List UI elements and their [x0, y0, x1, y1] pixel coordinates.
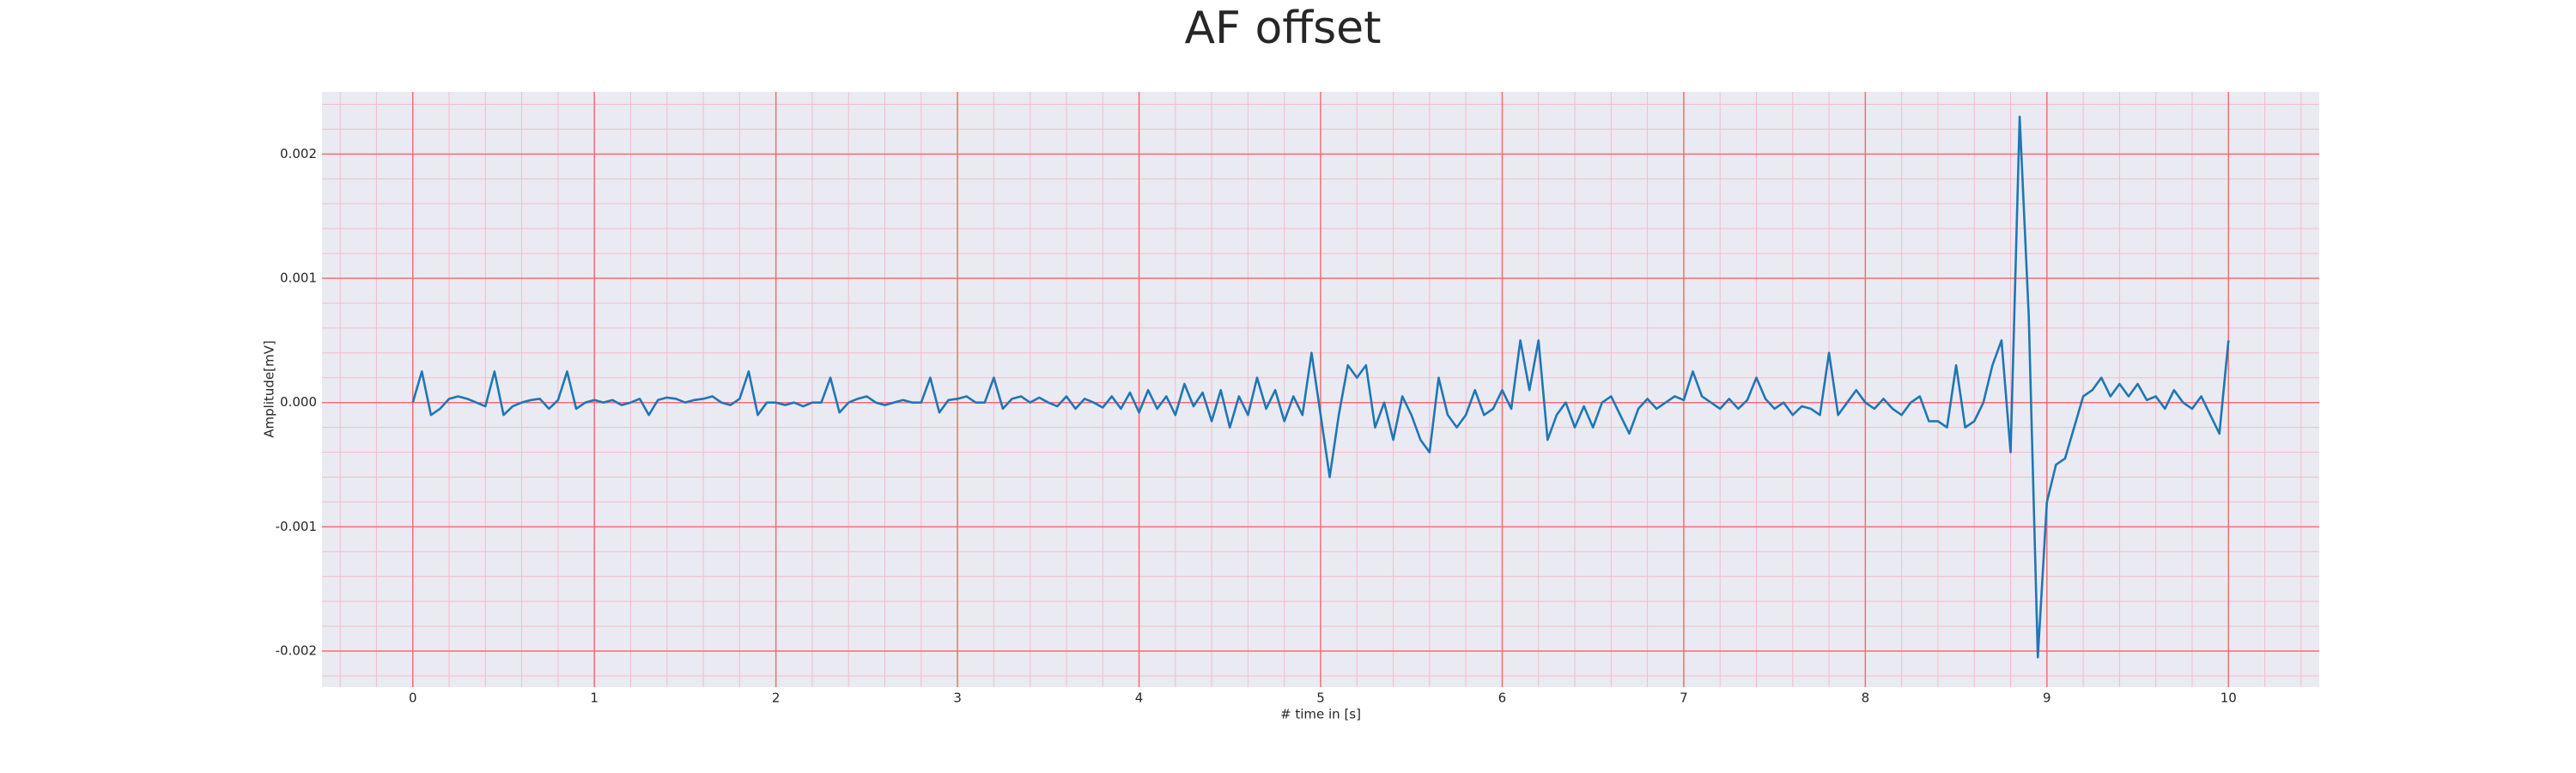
- y-tick-label: 0.001: [280, 271, 317, 286]
- x-tick-label: 10: [2221, 691, 2237, 706]
- x-tick-label: 1: [590, 691, 598, 706]
- x-tick-label: 5: [1316, 691, 1325, 706]
- signal-line: [411, 115, 2230, 659]
- x-axis-label: # time in [s]: [1280, 707, 1361, 722]
- x-tick-label: 0: [409, 691, 417, 706]
- x-tick-label: 4: [1135, 691, 1144, 706]
- x-tick-label: 6: [1498, 691, 1507, 706]
- y-tick-label: -0.001: [276, 519, 317, 534]
- y-tick-label: -0.002: [276, 643, 317, 659]
- x-tick-label: 9: [2043, 691, 2051, 706]
- y-tick-label: 0.002: [280, 146, 317, 161]
- y-tick-label: 0.000: [280, 394, 317, 410]
- x-tick-label: 3: [953, 691, 962, 706]
- chart-title: AF offset: [1184, 3, 1381, 54]
- x-tick-label: 2: [772, 691, 781, 706]
- x-tick-label: 7: [1680, 691, 1688, 706]
- y-axis-label: Amplitude[mV]: [262, 340, 277, 437]
- x-tick-label: 8: [1862, 691, 1870, 706]
